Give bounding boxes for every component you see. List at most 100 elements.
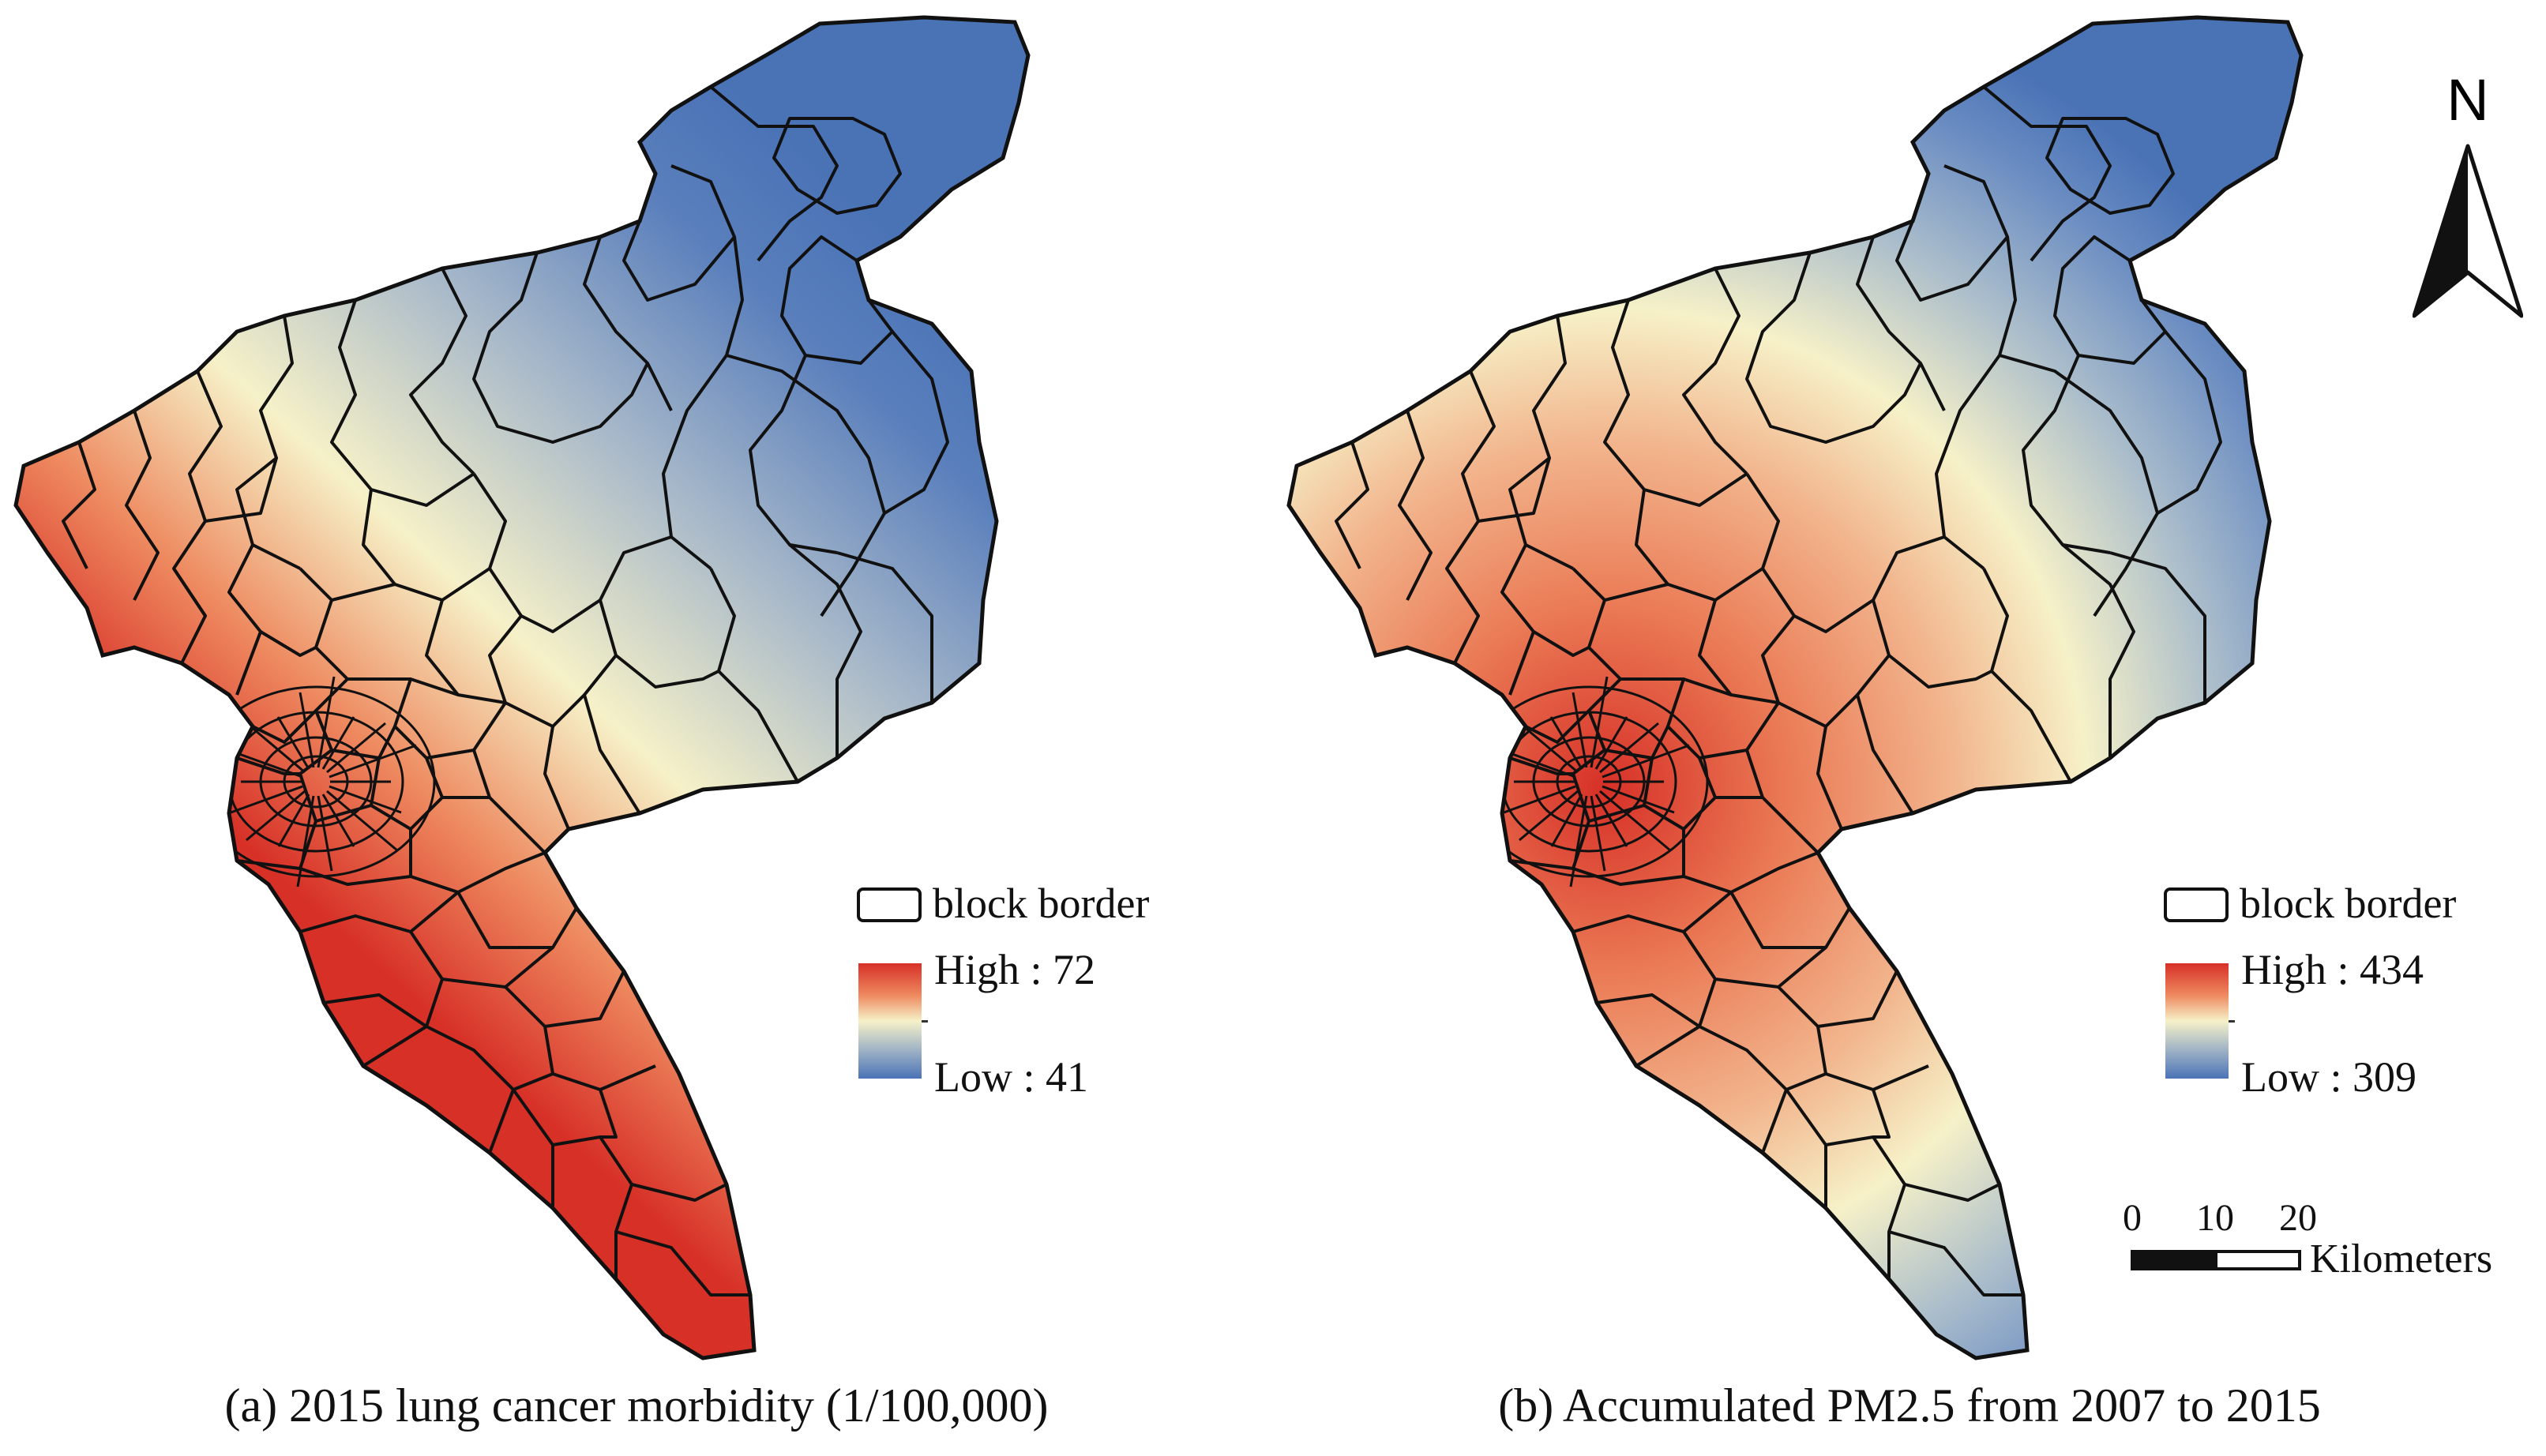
legend: block border High : 434 Low : 309 [2164,876,2527,1113]
block-border-line [631,1183,727,1202]
legend-high-label: High : 72 [934,946,1096,993]
legend-high-label: High : 434 [2241,946,2424,993]
block-border-swatch [857,887,922,922]
block-border-line [2061,543,2135,758]
legend-border-label: block border [933,880,1150,927]
block-border-line [1478,457,1551,523]
block-border-line [283,755,349,809]
block-border-line [772,117,902,215]
block-border-line [504,970,625,1028]
block-border-line [329,785,402,814]
block-border-line [1550,794,1583,847]
block-border-line [299,692,315,768]
block-border-line [1556,755,1622,809]
block-border-line [1999,354,2159,617]
block-border-line [1872,1089,1891,1139]
block-border-line [317,676,336,768]
block-border-line [1599,790,1671,852]
block-border-line [299,891,460,933]
block-border-line [1904,1183,2000,1202]
block-border-line [2045,117,2175,215]
map-panel-a: block border High : 72 Low : 41 (a) 2015… [0,0,1220,1432]
block-border-line [326,790,398,852]
scale-bar: 0 10 20 Kilometers [2116,1188,2543,1291]
block-border-line [1500,544,1535,696]
color-ramp [2165,963,2229,1079]
block-border-line [615,1230,750,1297]
block-border-line [236,859,301,870]
block-border-line [1602,785,1675,814]
block-border-line [599,1089,618,1139]
block-border-line [321,794,355,847]
block-border-line [1590,676,1609,768]
block-border-line [1635,930,1717,1068]
block-border-line [1816,726,1843,830]
block-border-line [277,794,310,847]
scale-tick-20: 20 [2279,1197,2317,1239]
block-border-line [196,685,436,878]
north-label: N [2446,71,2488,133]
legend-low-label: Low : 309 [2241,1053,2416,1101]
scale-units: Kilometers [2310,1236,2493,1282]
block-border-line [1856,236,1946,411]
block-border-line [1500,711,1677,853]
block-border-line [883,330,949,515]
block-border-line [836,551,933,703]
scale-tick-10: 10 [2196,1197,2234,1239]
block-border-line [1572,891,1733,933]
block-border-line [583,654,641,815]
block-border-line [788,543,862,758]
block-border-line [1572,692,1588,768]
block-border-swatch [2164,887,2229,922]
block-border-line [1398,410,1433,601]
block-border-line [1509,859,1574,870]
block-border-line [296,795,315,887]
block-border-line [2109,551,2206,703]
map-panel-b: block border High : 434 Low : 309 (b) Ac… [1273,0,2546,1456]
block-border-line [1594,716,1628,770]
block-border-line [1682,268,1748,475]
block-border-line [1532,630,1590,657]
legend: block border High : 72 Low : 41 [857,876,1220,1113]
scale-segment-empty [2214,1250,2301,1270]
block-border-line [1745,252,1922,444]
color-ramp [858,963,922,1079]
block-border-line [317,795,333,872]
block-border-line [1745,472,1875,633]
block-border-line [1888,1230,2023,1297]
block-border-line [259,630,317,657]
block-border-line [1596,993,1701,1028]
block-border-line [1549,716,1583,770]
block-border-line [1856,654,1914,815]
block-border-line [362,930,444,1068]
block-border-line [1895,164,2009,302]
block-border-line [426,1025,515,1154]
block-border-line [259,736,373,827]
block-border-line [330,299,475,507]
pm25-map [1273,0,2546,1456]
block-border-line [780,235,894,365]
block-border-line [1532,736,1646,827]
block-border-line [749,355,838,554]
block-border-line [227,544,262,696]
caption-b: (b) Accumulated PM2.5 from 2007 to 2015 [1498,1379,2321,1432]
block-border-line [1469,685,1709,878]
block-border-line [227,711,404,853]
color-ramp-tick [2229,1020,2235,1023]
block-border-line [205,457,278,523]
block-border-line [1698,599,1779,704]
block-border-line [230,749,303,779]
legend-low-label: Low : 41 [934,1053,1088,1101]
block-border-line [321,716,355,770]
block-border-line [472,472,602,633]
north-arrow-icon: N [2413,71,2523,318]
legend-border-label: block border [2240,880,2457,927]
block-border-line [2022,355,2111,554]
block-border-line [1982,85,2112,262]
block-border-line [1590,795,1606,872]
block-border-line [1335,441,1369,569]
color-ramp-tick [922,1020,928,1023]
block-border-line [125,410,160,601]
block-border-line [1729,891,1851,949]
block-border-line [323,993,428,1028]
